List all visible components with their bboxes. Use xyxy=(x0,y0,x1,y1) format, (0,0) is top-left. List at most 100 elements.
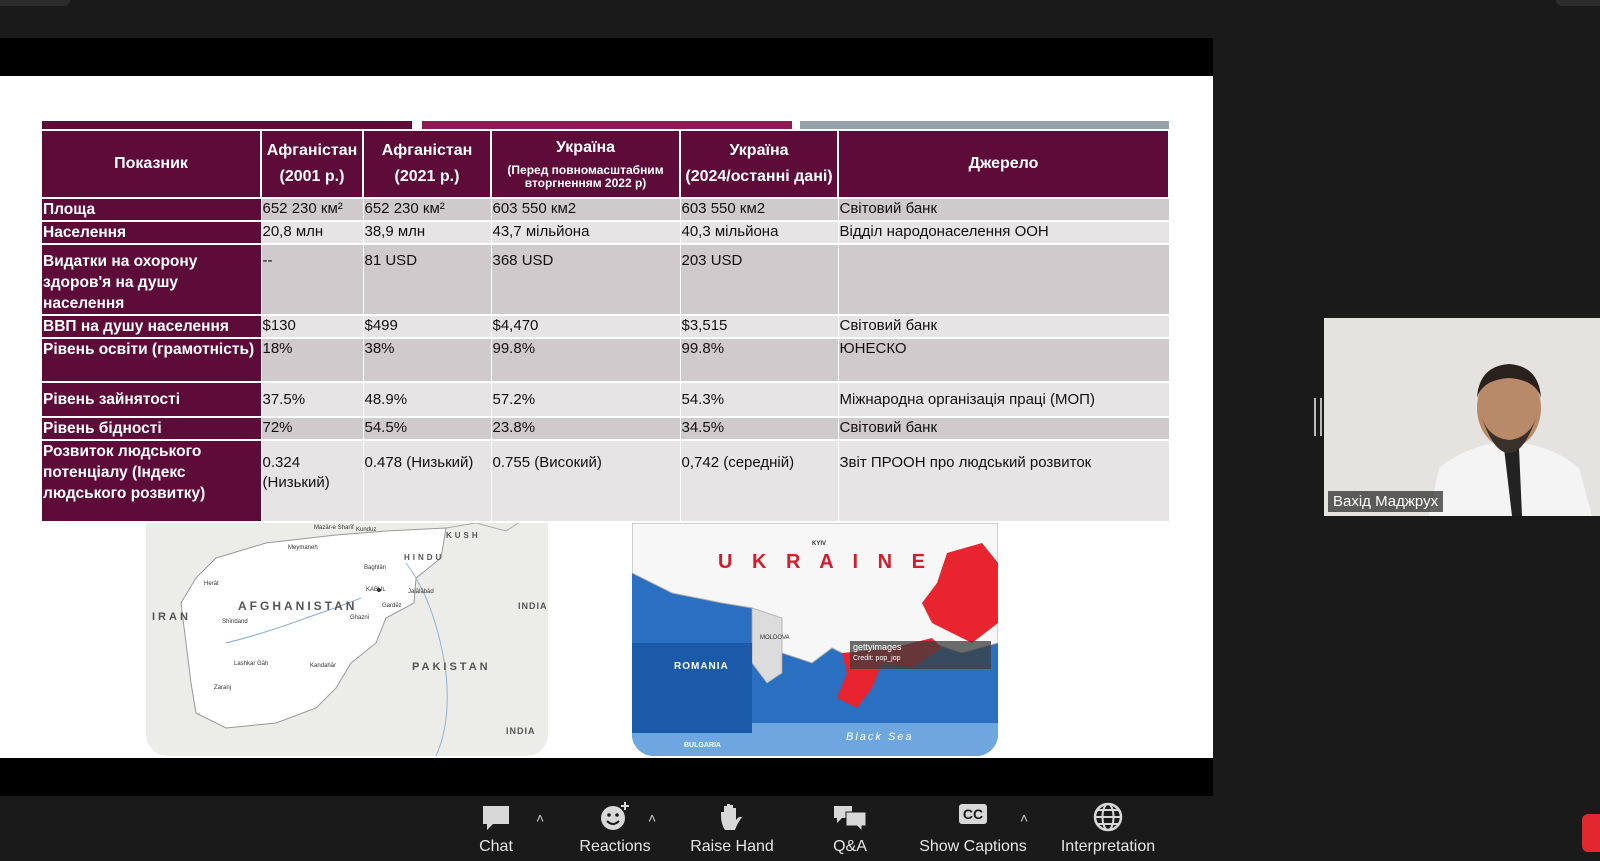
header-source: Джерело xyxy=(838,131,1170,199)
leave-button[interactable] xyxy=(1582,814,1600,852)
decorative-bars xyxy=(42,121,1169,129)
show-captions-button[interactable]: CC Show Captions xyxy=(914,796,1032,856)
cell: 54.5% xyxy=(363,417,492,441)
map-label-region: KUSH xyxy=(446,531,481,540)
participant-video[interactable]: Вахід Маджрух xyxy=(1324,318,1600,516)
table-row: Розвиток людського потенціалу (Індекс лю… xyxy=(42,440,1170,523)
cell: 603 550 км2 xyxy=(491,198,681,222)
cell: 72% xyxy=(261,417,364,441)
cell: $130 xyxy=(261,315,364,339)
cell: 652 230 км² xyxy=(261,198,364,222)
show-captions-label: Show Captions xyxy=(919,838,1027,855)
cell: Світовий банк xyxy=(838,198,1170,222)
map-label-region: HINDU xyxy=(404,553,445,562)
raise-hand-label: Raise Hand xyxy=(690,838,774,855)
map-city: Lashkar Gāh xyxy=(234,661,269,667)
meeting-toolbar: Chat ˄ Reactions ˄ Raise Hand Q&A CC Sho… xyxy=(0,796,1600,861)
header-afg-2001: Афганістан (2001 р.) xyxy=(261,131,364,199)
map-city: Gardēz xyxy=(382,603,402,609)
header-indicator: Показник xyxy=(42,131,262,199)
map-city: Meymaneh xyxy=(288,545,318,551)
map-city: Mazār-e Sharīf xyxy=(314,525,354,531)
panel-resize-handle[interactable] xyxy=(1314,398,1322,436)
cell: Світовий банк xyxy=(838,315,1170,339)
row-label: ВВП на душу населення xyxy=(42,315,262,339)
raise-hand-button[interactable]: Raise Hand xyxy=(686,796,778,856)
table-row: Населення 20,8 млн 38,9 млн 43,7 мільйон… xyxy=(42,221,1170,245)
table-row: Видатки на охорону здоров'я на душу насе… xyxy=(42,244,1170,316)
cell: 368 USD xyxy=(491,244,681,316)
map-label-country: AFGHANISTAN xyxy=(238,599,358,613)
chevron-up-icon[interactable]: ˄ xyxy=(1020,810,1029,826)
cell: 40,3 мільйона xyxy=(680,221,839,245)
top-right-tab xyxy=(1556,0,1600,6)
cell: 0.755 (Високий) xyxy=(491,440,681,523)
qa-label: Q&A xyxy=(833,838,867,855)
cell: 81 USD xyxy=(363,244,492,316)
qa-button[interactable]: Q&A xyxy=(830,796,870,856)
reactions-button[interactable]: Reactions xyxy=(574,796,656,856)
map-label-neighbor: BULGARIA xyxy=(684,742,721,749)
map-city: Herāt xyxy=(204,581,219,587)
header-ukr-2022: Україна (Перед повномасштабним вторгнення… xyxy=(491,131,681,199)
map-label-neighbor: MOLDOVA xyxy=(760,635,790,641)
cell: 54.3% xyxy=(680,382,839,418)
row-label: Розвиток людського потенціалу (Індекс лю… xyxy=(42,440,262,523)
cc-text: CC xyxy=(958,804,988,824)
reactions-label: Reactions xyxy=(579,838,651,855)
cell: 203 USD xyxy=(680,244,839,316)
reactions-icon xyxy=(574,800,656,840)
cell: ЮНЕСКО xyxy=(838,338,1170,383)
chat-icon xyxy=(476,800,516,840)
chevron-up-icon[interactable]: ˄ xyxy=(536,810,545,826)
map-label-neighbor: INDIA xyxy=(506,726,536,736)
cell: 48.9% xyxy=(363,382,492,418)
table-header-row: Показник Афганістан (2001 р.) Афганістан(… xyxy=(42,131,1170,199)
cell: 603 550 км2 xyxy=(680,198,839,222)
cell: 57.2% xyxy=(491,382,681,418)
ukraine-map-shape xyxy=(632,523,998,756)
row-label: Площа xyxy=(42,198,262,222)
chat-label: Chat xyxy=(479,838,513,855)
header-afg-2021: Афганістан (2021 р.) xyxy=(363,131,492,199)
map-label-neighbor: IRAN xyxy=(152,611,191,623)
cell: 38% xyxy=(363,338,492,383)
map-label-neighbor: PAKISTAN xyxy=(412,661,491,673)
map-city: Zaranj xyxy=(214,685,232,691)
afghanistan-map: AFGHANISTAN IRAN PAKISTAN INDIA INDIA HI… xyxy=(146,523,548,756)
map-city: Ghaznī xyxy=(350,615,370,621)
row-label: Видатки на охорону здоров'я на душу насе… xyxy=(42,244,262,316)
shared-screen-bottom-band xyxy=(0,758,1213,796)
decorative-bar-dark xyxy=(42,121,412,129)
top-left-tab xyxy=(0,0,70,6)
qa-icon xyxy=(830,800,870,840)
map-city: Jalālābād xyxy=(408,589,434,595)
cell: 652 230 км² xyxy=(363,198,492,222)
cell: 99.8% xyxy=(680,338,839,383)
globe-icon xyxy=(1050,800,1166,840)
map-city: Kandahār xyxy=(310,663,337,669)
header-sub: (Перед повномасштабним вторгненням 2022 … xyxy=(507,163,664,190)
participant-image xyxy=(1324,318,1600,516)
shared-screen-slide: Показник Афганістан (2001 р.) Афганістан(… xyxy=(0,76,1213,758)
chat-button[interactable]: Chat xyxy=(476,796,516,856)
chevron-up-icon[interactable]: ˄ xyxy=(648,810,657,826)
cell: Міжнародна організація праці (МОП) xyxy=(838,382,1170,418)
table-row: ВВП на душу населення $130 $499 $4,470 $… xyxy=(42,315,1170,339)
row-label: Населення xyxy=(42,221,262,245)
table-row: Рівень зайнятості 37.5% 48.9% 57.2% 54.3… xyxy=(42,382,1170,418)
cell: 43,7 мільйона xyxy=(491,221,681,245)
map-label-sea: Black Sea xyxy=(846,731,914,743)
interpretation-label: Interpretation xyxy=(1060,838,1156,855)
interpretation-button[interactable]: Interpretation xyxy=(1050,796,1166,856)
cell: 37.5% xyxy=(261,382,364,418)
comparison-table: Показник Афганістан (2001 р.) Афганістан(… xyxy=(42,131,1170,523)
shared-screen-top-band xyxy=(0,38,1213,76)
cell: $499 xyxy=(363,315,492,339)
map-city-capital: KYIV xyxy=(812,541,827,547)
map-label-neighbor: ROMANIA xyxy=(674,661,729,672)
ukraine-map: U K R A I N E KYIV ROMANIA BULGARIA MOLD… xyxy=(632,523,998,756)
map-city: Shīndand xyxy=(222,619,248,625)
cell: 99.8% xyxy=(491,338,681,383)
table-row: Рівень освіти (грамотність) 18% 38% 99.8… xyxy=(42,338,1170,383)
